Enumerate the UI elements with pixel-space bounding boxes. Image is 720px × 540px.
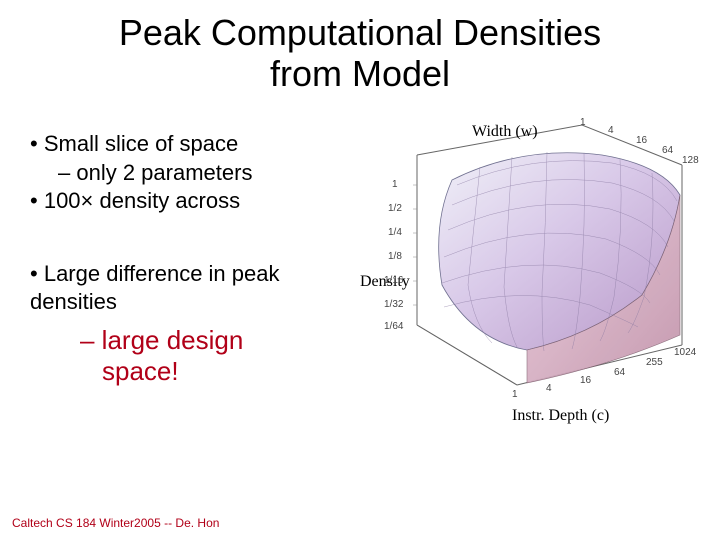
y-tick: 64 <box>662 145 673 156</box>
footer-text: Caltech CS 184 Winter2005 -- De. Hon <box>12 516 219 530</box>
z-tick: 1/8 <box>388 251 402 262</box>
bullet-1: Small slice of space <box>30 130 370 159</box>
bullet-content: Small slice of space only 2 parameters 1… <box>30 130 370 387</box>
bullet-1-sub: only 2 parameters <box>30 159 370 188</box>
z-tick: 1 <box>392 179 398 190</box>
x-tick: 16 <box>580 375 591 386</box>
bullet-2: 100× density across <box>30 187 370 216</box>
emphasis-text: – large design space! <box>30 317 370 387</box>
z-tick: 1/16 <box>384 275 403 286</box>
title-line-2: from Model <box>270 53 450 94</box>
surface-chart: Width (w) Density Instr. Depth (c) 1 1/2… <box>362 125 702 465</box>
x-axis-label: Instr. Depth (c) <box>512 407 609 425</box>
z-tick: 1/2 <box>388 203 402 214</box>
x-tick: 64 <box>614 367 625 378</box>
y-tick: 1 <box>580 117 586 128</box>
x-tick: 1 <box>512 389 518 400</box>
z-tick: 1/4 <box>388 227 402 238</box>
bullet-3: Large difference in peak densities <box>30 260 370 317</box>
z-tick: 1/64 <box>384 321 403 332</box>
y-tick: 16 <box>636 135 647 146</box>
emphasis-line-1: – large design <box>80 325 243 356</box>
z-tick: 1/32 <box>384 299 403 310</box>
x-tick: 4 <box>546 383 552 394</box>
x-tick: 1024 <box>674 347 696 358</box>
y-tick: 128 <box>682 155 699 166</box>
x-tick: 255 <box>646 357 663 368</box>
slide-title: Peak Computational Densities from Model <box>0 0 720 95</box>
y-tick: 4 <box>608 125 614 136</box>
title-line-1: Peak Computational Densities <box>119 12 601 53</box>
y-axis-label: Width (w) <box>472 123 538 141</box>
emphasis-line-2: space! <box>80 356 179 387</box>
